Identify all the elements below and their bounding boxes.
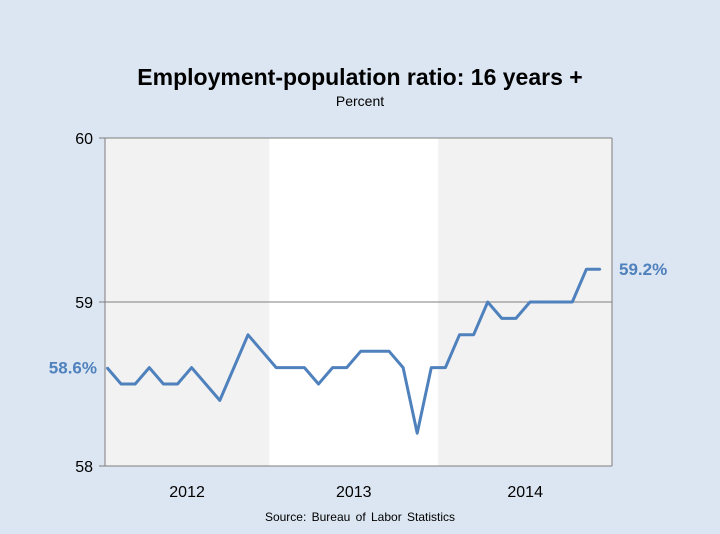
data-point-2013-04 — [317, 383, 320, 385]
y-tick-label: 59 — [75, 295, 93, 312]
data-point-2012-09 — [219, 399, 221, 402]
x-year-label-2013: 2013 — [336, 484, 372, 501]
start-value-label: 58.6% — [49, 359, 97, 378]
data-point-2012-06 — [176, 383, 179, 385]
data-point-2013-05 — [331, 366, 334, 369]
data-point-2012-01 — [106, 366, 108, 369]
data-point-2014-11 — [585, 268, 588, 271]
x-year-label-2014: 2014 — [507, 484, 543, 501]
data-point-2012-08 — [204, 383, 207, 385]
data-point-2014-09 — [557, 301, 559, 303]
chart-subtitle: Percent — [335, 93, 385, 109]
data-point-2013-12 — [430, 366, 433, 369]
data-point-2012-11 — [247, 334, 249, 336]
source-note: Source: Bureau of Labor Statistics — [264, 510, 456, 524]
data-point-2014-05 — [501, 317, 503, 320]
series-line — [105, 267, 601, 435]
chart-title: Employment-population ratio: 16 years + — [137, 64, 583, 90]
data-point-2014-03 — [472, 334, 475, 336]
end-value-label: 59.2% — [619, 260, 667, 279]
data-point-2014-04 — [486, 301, 489, 303]
data-point-2013-02 — [289, 366, 292, 369]
y-tick-label: 60 — [75, 131, 93, 148]
data-point-2013-11 — [416, 432, 419, 435]
data-point-2013-08 — [374, 350, 376, 353]
data-point-2012-02 — [120, 383, 122, 385]
x-year-label-2012: 2012 — [169, 484, 205, 501]
data-point-2014-02 — [458, 334, 461, 336]
data-point-2013-01 — [275, 366, 278, 369]
data-point-2014-08 — [543, 301, 545, 303]
data-point-2012-07 — [190, 366, 193, 369]
data-point-2013-03 — [303, 366, 306, 369]
data-point-2013-06 — [345, 366, 348, 369]
data-point-2014-06 — [515, 317, 517, 320]
data-point-2012-12 — [261, 350, 263, 353]
data-point-2014-10 — [571, 301, 574, 303]
data-point-2013-09 — [388, 350, 390, 353]
data-point-2012-04 — [148, 366, 151, 369]
data-point-2012-10 — [233, 366, 235, 369]
data-point-2014-07 — [529, 301, 531, 303]
data-point-2014-01 — [444, 366, 447, 369]
data-point-2014-12 — [599, 268, 602, 271]
data-point-2012-03 — [134, 383, 136, 385]
data-point-2012-05 — [162, 383, 165, 385]
data-point-2013-07 — [360, 350, 362, 353]
data-point-2013-10 — [402, 366, 404, 369]
y-tick-label: 58 — [75, 459, 93, 476]
